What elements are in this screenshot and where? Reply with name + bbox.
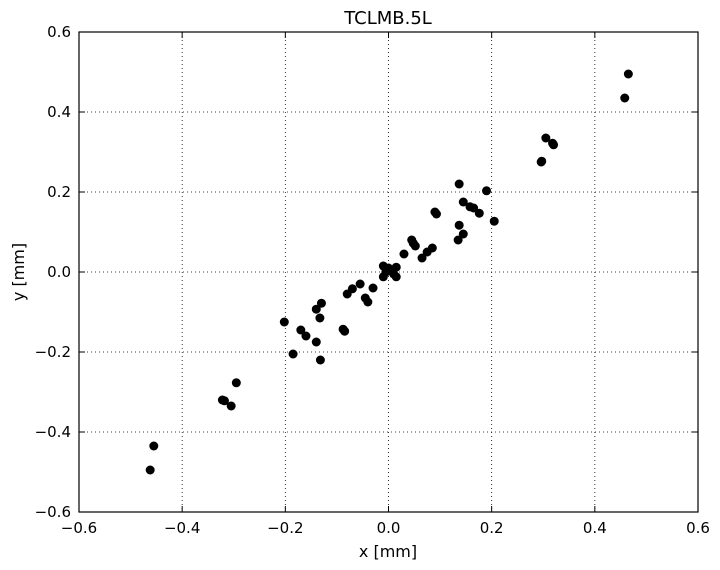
data-point [623,69,633,79]
y-tick-labels: −0.6 −0.4 −0.2 0.0 0.2 0.4 0.6 [35,23,71,521]
data-point [378,272,388,282]
chart-title: TCLMB.5L [343,8,432,29]
data-point [226,401,236,411]
data-point [149,441,159,451]
data-point [453,235,463,245]
data-point [316,298,326,308]
x-tick-label: 0.6 [686,519,710,537]
x-tick-labels: −0.6 −0.4 −0.2 0.0 0.2 0.4 0.6 [61,519,710,537]
data-point [399,249,409,259]
y-tick-label: −0.6 [35,503,71,521]
data-point [288,349,298,359]
data-point [620,93,630,103]
data-point [454,220,464,230]
data-point [311,337,321,347]
data-point [311,304,321,314]
data-point [301,331,311,341]
data-point [296,325,306,335]
x-tick-label: 0.4 [583,519,607,537]
x-tick-label: 0.0 [377,519,401,537]
y-tick-label: −0.2 [35,343,71,361]
data-point [458,197,468,207]
x-tick-label: −0.2 [267,519,303,537]
x-axis-label: x [mm] [359,542,417,561]
y-tick-label: 0.2 [47,183,71,201]
data-point [431,209,441,219]
data-point [355,279,365,289]
data-point [315,313,325,323]
data-point [541,133,551,143]
data-point [536,157,546,167]
data-point [474,208,484,218]
data-point [315,355,325,365]
data-point [410,241,420,251]
data-point [549,140,559,150]
data-point [469,203,479,213]
data-point [219,396,229,406]
data-point [340,326,350,336]
x-tick-label: −0.4 [164,519,200,537]
data-point [145,465,155,475]
y-tick-label: 0.4 [47,103,71,121]
data-point [458,229,468,239]
y-tick-label: 0.0 [47,263,71,281]
data-point [231,378,241,388]
data-point [279,317,289,327]
data-point [422,247,432,257]
y-tick-label: −0.4 [35,423,71,441]
y-tick-label: 0.6 [47,23,71,41]
data-point [363,297,373,307]
data-point [342,289,352,299]
data-point [454,179,464,189]
data-point [391,272,401,282]
data-point [368,283,378,293]
x-tick-label: 0.2 [480,519,504,537]
y-axis-label: y [mm] [9,243,28,301]
data-point [482,186,492,196]
x-tick-label: −0.6 [61,519,97,537]
data-point [489,216,499,226]
data-point [417,253,427,263]
axis-ticks [78,31,699,513]
data-points [145,69,633,475]
